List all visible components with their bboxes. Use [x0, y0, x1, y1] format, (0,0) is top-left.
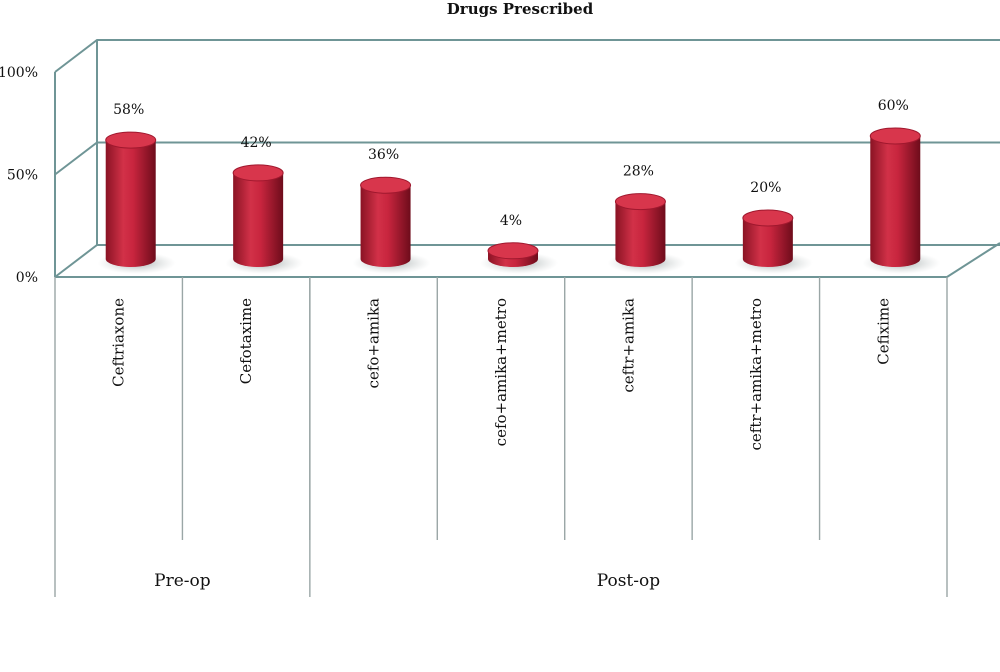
y-tick-label: 100%: [0, 65, 38, 81]
bar-top: [487, 242, 539, 260]
bar-body: [870, 136, 921, 267]
category-label: Cefixime: [874, 298, 892, 365]
bar-Ceftriaxone: [105, 131, 157, 267]
category-label: Cefotaxime: [237, 298, 255, 384]
data-labels: 58% 42% 36% 4% 28% 20% 60%: [113, 98, 909, 229]
bar-ceftr+amika+metro: [742, 209, 794, 267]
category-label: cefo+amika+metro: [492, 298, 510, 446]
group-label: Pre-op: [154, 571, 211, 591]
y-tick-labels: 0% 50% 100%: [0, 65, 38, 286]
data-label: 60%: [878, 98, 909, 114]
category-label: cefo+amika: [365, 298, 383, 388]
data-label: 42%: [241, 135, 272, 151]
chart-title: Drugs Prescribed: [447, 0, 594, 18]
category-label: Ceftriaxone: [110, 298, 128, 387]
bar-body: [105, 140, 156, 267]
bar-top: [614, 193, 666, 211]
category-label: ceftr+amika: [619, 298, 637, 393]
bar-Cefixime: [869, 127, 921, 267]
data-label: 28%: [623, 164, 654, 180]
bar-top: [869, 127, 921, 145]
gridlines: [54, 39, 1000, 278]
group-label: Post-op: [597, 571, 661, 591]
bars: [105, 127, 921, 267]
bar-body: [360, 185, 411, 267]
bar-top: [742, 209, 794, 227]
data-label: 58%: [113, 102, 144, 118]
data-label: 4%: [500, 213, 522, 229]
category-axis: Ceftriaxone Cefotaxime cefo+amika cefo+amik…: [54, 277, 948, 597]
gridline: [54, 39, 1000, 73]
bar-ceftr+amika: [614, 193, 666, 267]
bar-body: [615, 201, 666, 267]
bar-Cefotaxime: [232, 164, 284, 267]
bar-cefo+amika+metro: [487, 242, 539, 267]
bar-top: [360, 176, 412, 194]
category-label: ceftr+amika+metro: [747, 298, 765, 451]
data-label: 20%: [750, 180, 781, 196]
bar-top: [105, 131, 157, 149]
y-tick-label: 50%: [7, 168, 38, 184]
bar-body: [742, 218, 793, 267]
bar-cefo+amika: [360, 176, 412, 267]
y-tick-label: 0%: [16, 270, 38, 286]
gridline: [54, 244, 1000, 278]
data-label: 36%: [368, 147, 399, 163]
bar-body: [233, 172, 284, 267]
gridline: [54, 141, 1000, 176]
bar-top: [232, 164, 284, 182]
